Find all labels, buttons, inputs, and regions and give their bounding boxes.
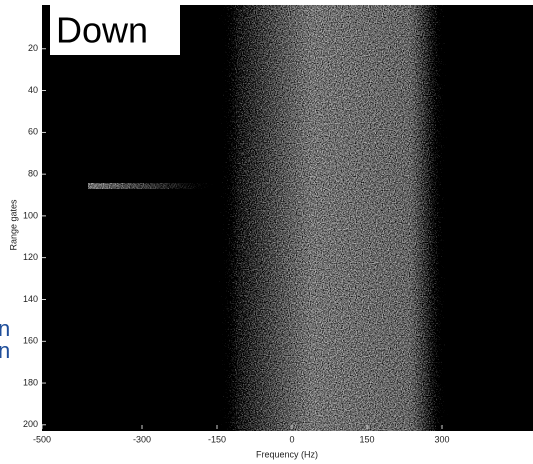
y-tick-label: 140 xyxy=(23,294,38,304)
x-tick-label: -500 xyxy=(33,434,51,444)
x-tick-label: 0 xyxy=(289,434,294,444)
title-box xyxy=(50,5,180,55)
spectrogram-texture xyxy=(42,5,533,431)
y-tick-label: 20 xyxy=(28,43,38,53)
y-axis-label: Range gates xyxy=(8,199,18,251)
x-tick-label: 300 xyxy=(434,434,449,444)
x-tick-label: -300 xyxy=(133,434,151,444)
y-tick-label: 100 xyxy=(23,210,38,220)
annotation: n xyxy=(0,338,10,363)
spectrogram-streak xyxy=(88,183,243,189)
x-tick-label: -150 xyxy=(208,434,226,444)
annotation: n xyxy=(0,316,10,341)
y-tick-label: 180 xyxy=(23,377,38,387)
chart-title: Down xyxy=(56,10,148,51)
plot-area: Down xyxy=(42,5,533,431)
y-tick-label: 120 xyxy=(23,252,38,262)
y-tick-label: 160 xyxy=(23,336,38,346)
y-tick-label: 60 xyxy=(28,127,38,137)
y-tick-label: 200 xyxy=(23,419,38,429)
y-tick-label: 40 xyxy=(28,85,38,95)
y-tick-label: 80 xyxy=(28,169,38,179)
x-tick-label: 150 xyxy=(359,434,374,444)
x-axis-label: Frequency (Hz) xyxy=(256,449,318,459)
